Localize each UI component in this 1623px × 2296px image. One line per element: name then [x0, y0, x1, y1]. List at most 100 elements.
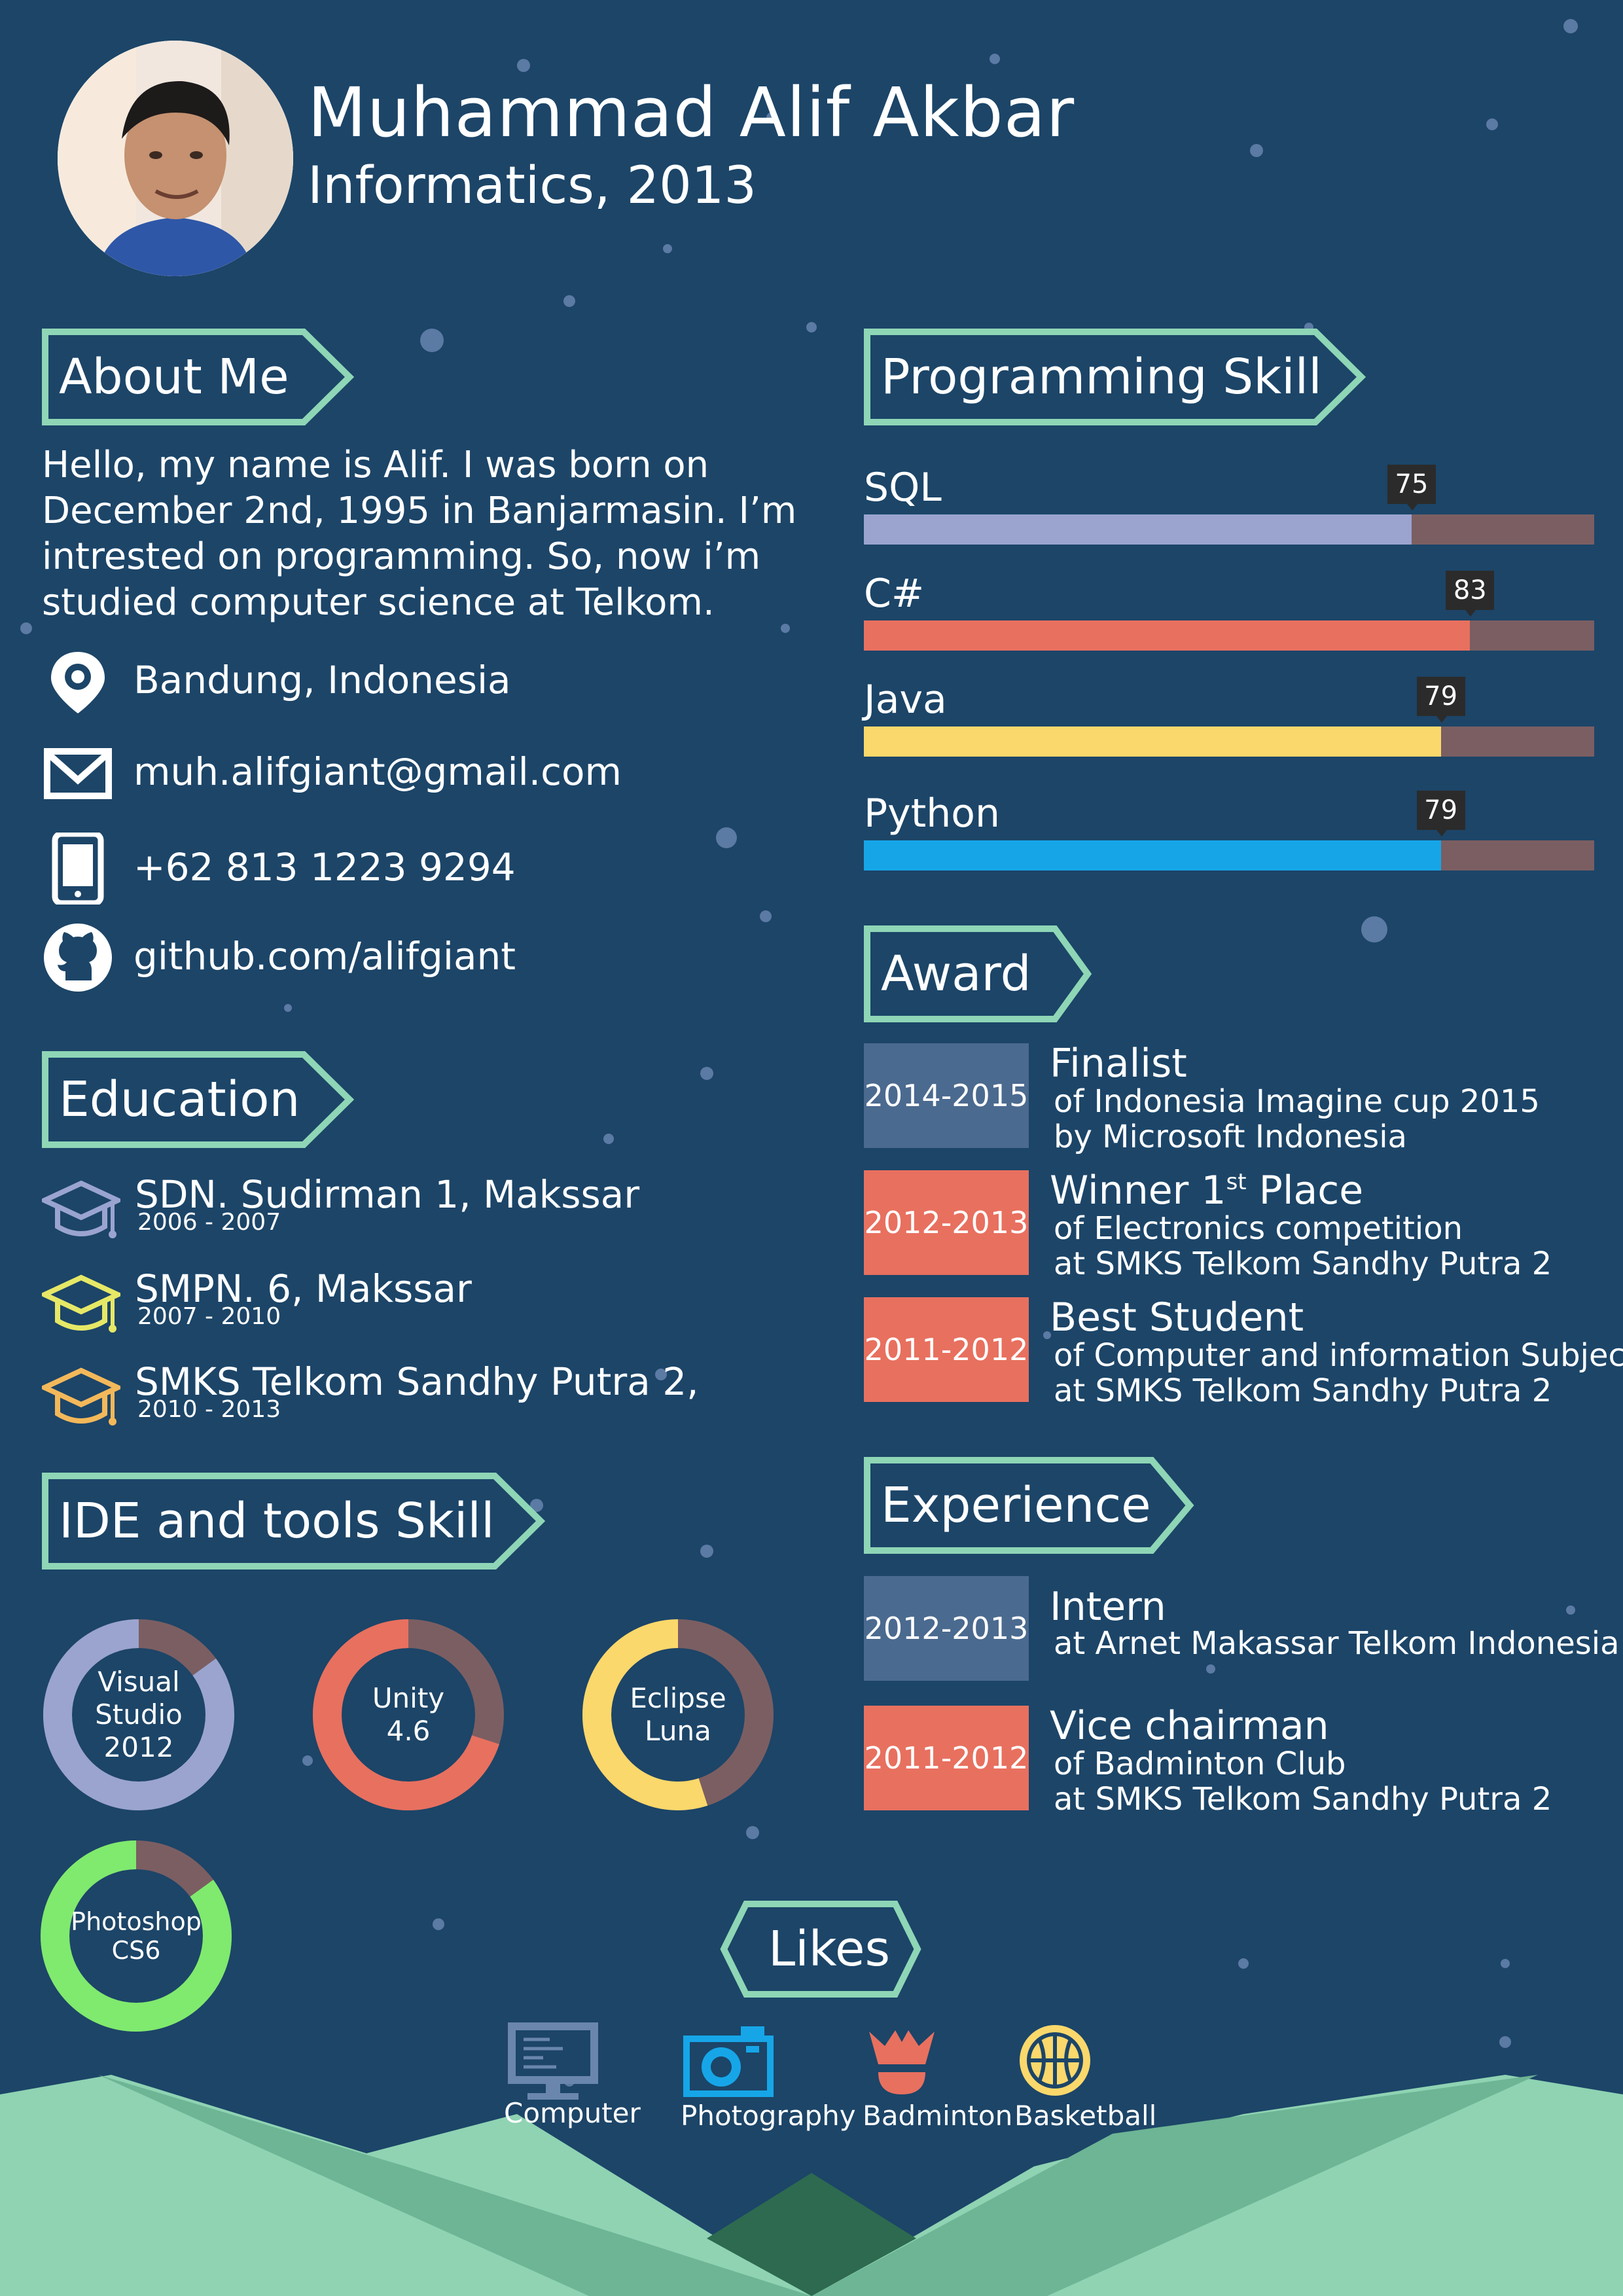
basketball-icon: [1020, 2025, 1090, 2096]
award-heading-tag: Award: [864, 925, 1094, 1022]
school-name: SMPN. 6, Makssar: [135, 1266, 472, 1311]
skill-name: Java: [864, 677, 947, 723]
donut-label-line: 2012: [103, 1731, 174, 1763]
education-heading: Education: [59, 1071, 300, 1128]
award-detail: of Computer and information Subject: [1054, 1337, 1623, 1374]
github-link[interactable]: github.com/alifgiant: [134, 934, 516, 978]
like-badminton: Badminton: [863, 2026, 1012, 2132]
skill-java: Java 79: [864, 677, 1594, 768]
experience-year: 2012-2013: [864, 1576, 1029, 1681]
skill-track: [864, 840, 1594, 870]
school-name: SDN. Sudirman 1, Makssar: [135, 1172, 640, 1217]
donut-label: Photoshop CS6: [38, 1838, 234, 2034]
donut-label: Eclipse Luna: [580, 1617, 776, 1813]
skill-fill: [864, 840, 1441, 870]
school-years: 2010 - 2013: [137, 1396, 281, 1423]
donut-fill: [41, 1840, 232, 2032]
award-year: 2011-2012: [864, 1297, 1029, 1402]
donut-label-line: CS6: [111, 1936, 161, 1965]
award-item: 2012-2013 Winner 1st Place of Electronic…: [864, 1169, 1616, 1282]
donut-fill: [582, 1619, 774, 1810]
phone-text: +62 813 1223 9294: [134, 845, 516, 889]
experience-detail: of Badminton Club: [1054, 1746, 1346, 1782]
skill-sql: SQL 75: [864, 465, 1594, 556]
award-title-tail: Place: [1246, 1168, 1364, 1213]
donut-label: Visual Studio 2012: [41, 1617, 237, 1813]
like-computer: Computer: [504, 2018, 641, 2129]
education-item: SMPN. 6, Makssar 2007 - 2010: [42, 1266, 794, 1351]
experience-item: 2011-2012 Vice chairman of Badminton Clu…: [864, 1703, 1616, 1817]
donut-label-line: Studio: [95, 1698, 183, 1731]
award-heading: Award: [881, 946, 1031, 1002]
award-detail: at SMKS Telkom Sandhy Putra 2: [1054, 1246, 1552, 1282]
skill-track: [864, 620, 1594, 651]
graduation-cap-icon: [42, 1367, 120, 1426]
skill-fill: [864, 620, 1471, 651]
profile-photo: [58, 41, 293, 276]
about-me-heading-tag: About Me: [42, 329, 356, 425]
person-major: Informatics, 2013: [308, 156, 757, 215]
skill-python: Python 79: [864, 791, 1594, 882]
award-title: Best Student: [1050, 1296, 1304, 1339]
skill-name: SQL: [864, 465, 942, 511]
like-label: Badminton: [863, 2100, 1013, 2132]
programming-skill-heading-tag: Programming Skill: [864, 329, 1368, 425]
award-title-text: Finalist: [1050, 1041, 1187, 1086]
donut-fill: [313, 1619, 504, 1810]
school-years: 2006 - 2007: [137, 1209, 281, 1236]
donut-label-line: 4.6: [386, 1715, 431, 1747]
skill-name: C#: [864, 571, 925, 617]
experience-detail: at SMKS Telkom Sandhy Putra 2: [1054, 1781, 1552, 1818]
contact-email[interactable]: muh.alifgiant@gmail.com: [42, 737, 794, 809]
experience-year: 2011-2012: [864, 1706, 1029, 1810]
like-label: Photography: [681, 2100, 856, 2132]
contact-location: Bandung, Indonesia: [42, 645, 794, 717]
award-year: 2012-2013: [864, 1170, 1029, 1275]
tool-donut-visual-studio: Visual Studio 2012: [41, 1617, 237, 1813]
like-label: Computer: [504, 2097, 641, 2129]
award-detail: at SMKS Telkom Sandhy Putra 2: [1054, 1372, 1552, 1409]
donut-ring: [313, 1619, 504, 1810]
skill-track: [864, 726, 1594, 757]
person-name: Muhammad Alif Akbar: [308, 73, 1075, 152]
award-detail: by Microsoft Indonesia: [1054, 1119, 1407, 1155]
about-line: December 2nd, 1995 in Banjarmasin. I’m: [42, 490, 797, 532]
award-title-text: Best Student: [1050, 1295, 1304, 1340]
about-line: intrested on programming. So, now i’m: [42, 535, 761, 578]
contact-github[interactable]: github.com/alifgiant: [42, 922, 794, 994]
about-line: Hello, my name is Alif. I was born on: [42, 444, 709, 486]
donut-label-line: Eclipse: [630, 1682, 726, 1714]
award-title: Winner 1st Place: [1050, 1169, 1363, 1212]
tool-donut-eclipse: Eclipse Luna: [580, 1617, 776, 1813]
skill-fill: [864, 514, 1412, 545]
likes-heading: Likes: [768, 1921, 891, 1977]
skill-value-badge: 83: [1446, 571, 1495, 617]
shuttlecock-icon: [869, 2030, 935, 2094]
location-pin-icon: [51, 652, 105, 713]
award-item: 2011-2012 Best Student of Computer and i…: [864, 1296, 1623, 1408]
award-year: 2014-2015: [864, 1043, 1029, 1148]
ide-tools-heading-tag: IDE and tools Skill: [42, 1473, 547, 1570]
about-line: studied computer science at Telkom.: [42, 581, 715, 624]
experience-item: 2012-2013 Intern at Arnet Makassar Telko…: [864, 1576, 1620, 1681]
likes-heading-tag: Likes: [720, 1901, 921, 1998]
award-detail: of Electronics competition: [1054, 1210, 1463, 1247]
school-name: SMKS Telkom Sandhy Putra 2,: [135, 1359, 699, 1404]
ide-tools-heading: IDE and tools Skill: [59, 1493, 495, 1549]
skill-value-badge: 75: [1387, 465, 1436, 511]
experience-heading: Experience: [881, 1477, 1151, 1534]
skill-track: [864, 514, 1594, 545]
donut-label-line: Photoshop: [71, 1907, 202, 1936]
location-text: Bandung, Indonesia: [134, 658, 511, 702]
email-link[interactable]: muh.alifgiant@gmail.com: [134, 749, 622, 794]
github-icon: [44, 924, 112, 992]
donut-ring: [43, 1619, 234, 1810]
experience-title: Vice chairman: [1050, 1703, 1329, 1749]
award-title-text: Winner 1: [1050, 1168, 1226, 1213]
donut-label-line: Visual: [98, 1666, 180, 1698]
experience-title: Intern: [1050, 1584, 1166, 1630]
award-title: Finalist: [1050, 1042, 1187, 1085]
like-label: Basketball: [1014, 2100, 1157, 2132]
school-years: 2007 - 2010: [137, 1303, 281, 1330]
camera-icon: [683, 2026, 774, 2097]
